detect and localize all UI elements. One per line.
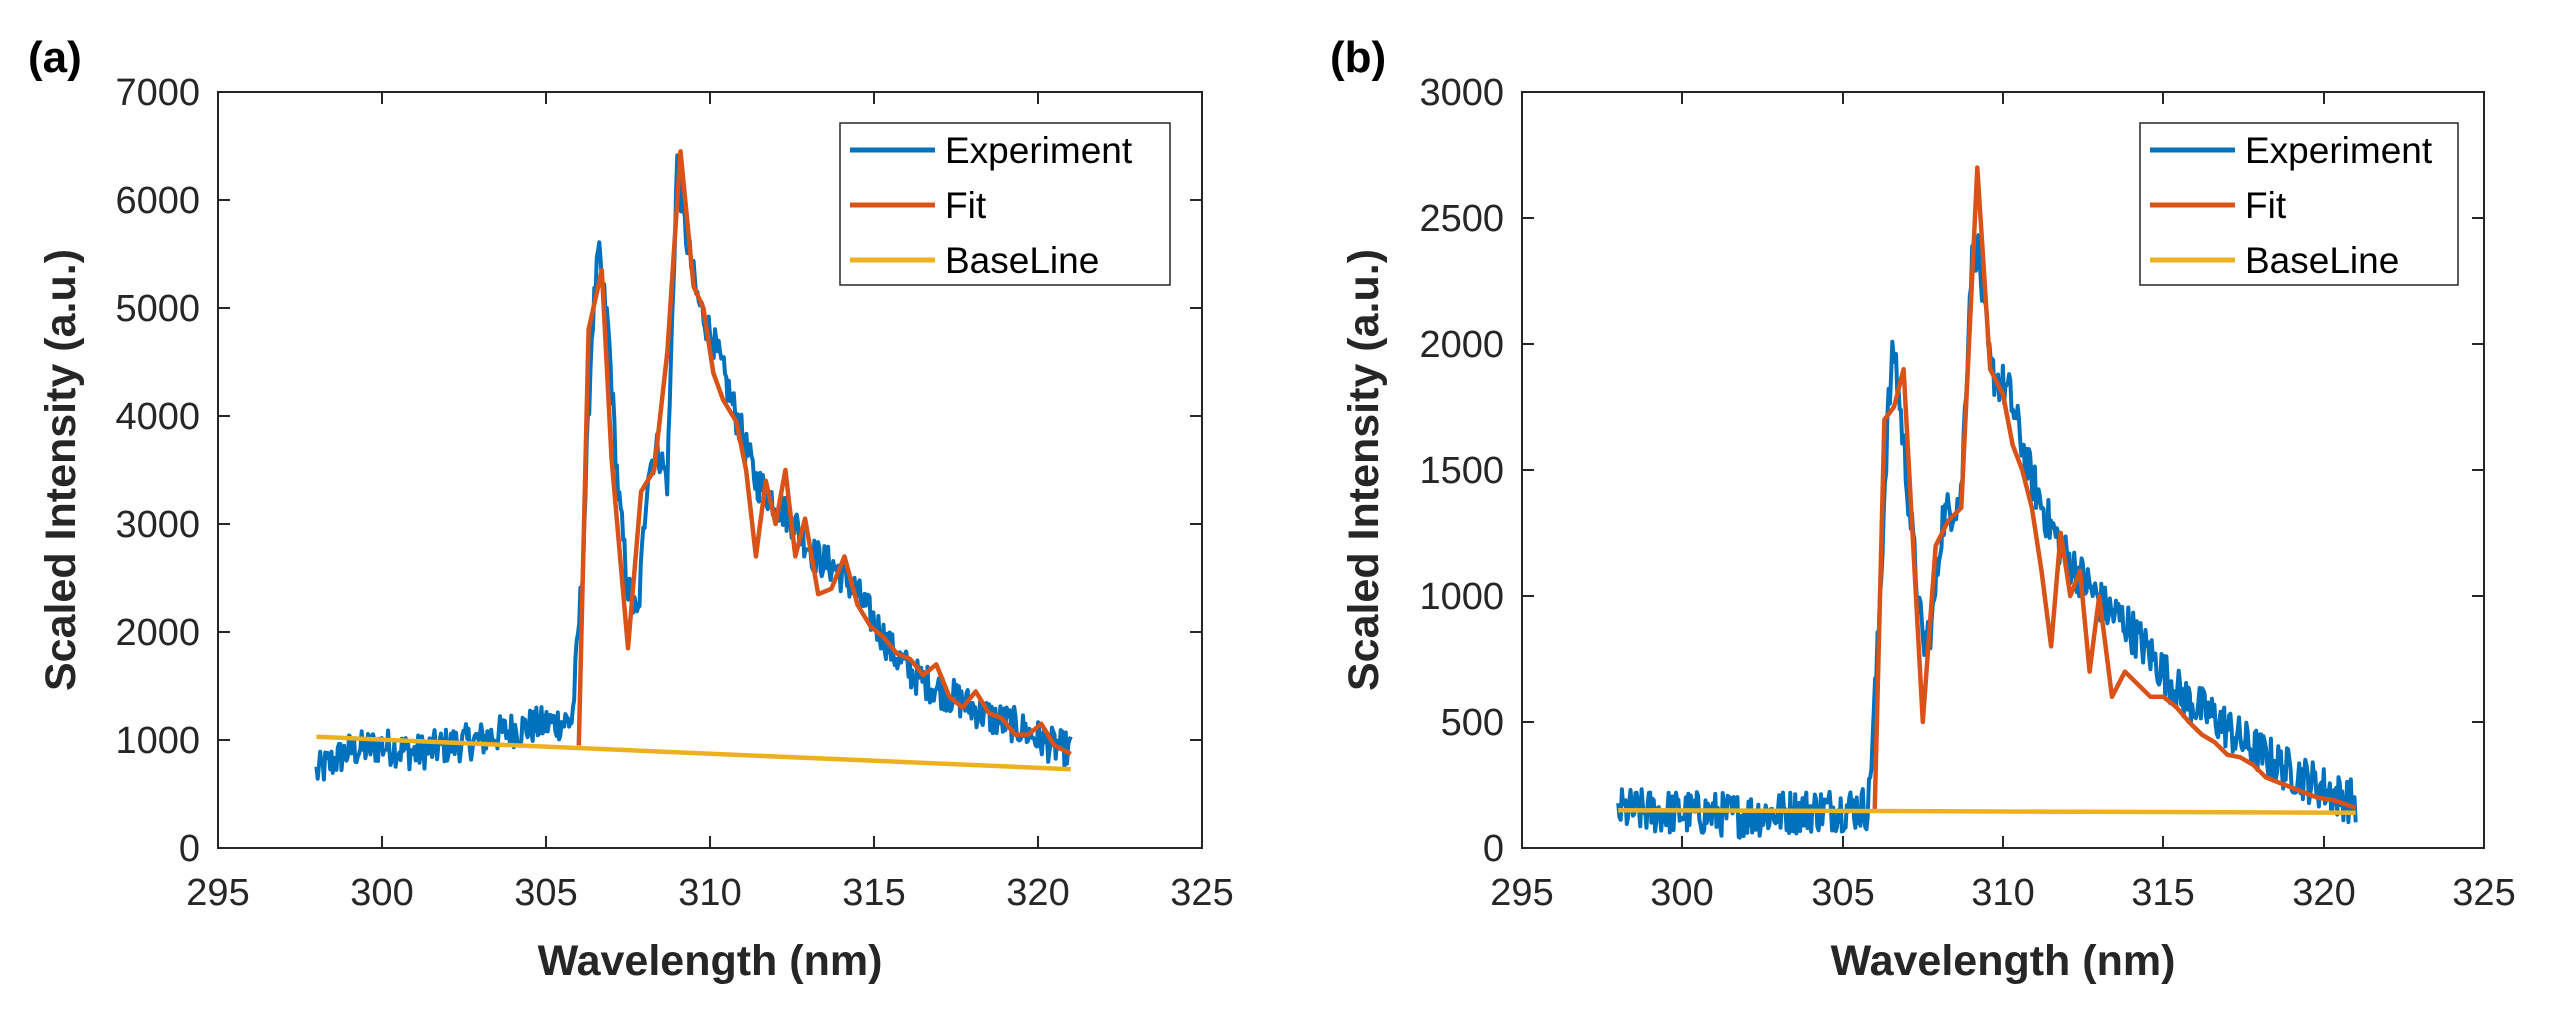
y-tick-label-b-3: 1500 <box>1419 450 1504 492</box>
y-tick-b-2: 1000 <box>1419 576 2484 618</box>
x-ticks-a: 295 300 305 310 315 320 325 <box>186 92 1234 914</box>
y-tick-label-a-7: 7000 <box>115 72 200 114</box>
legend-b: Experiment Fit BaseLine <box>2139 122 2459 286</box>
x-tick-a-2: 305 <box>514 92 578 914</box>
legend-label-b-baseline: BaseLine <box>2245 240 2399 281</box>
y-tick-label-b-1: 500 <box>1441 702 1504 744</box>
y-tick-b-4: 2000 <box>1419 324 2484 366</box>
x-tick-b-2: 305 <box>1811 92 1875 914</box>
x-tick-label-b-0: 295 <box>1490 872 1553 914</box>
x-tick-label-a-6: 325 <box>1170 872 1233 914</box>
x-tick-b-0: 295 <box>1490 92 1554 914</box>
x-tick-label-a-3: 310 <box>678 872 741 914</box>
x-ticks-b: 295 300 305 310 315 320 325 <box>1490 92 2516 914</box>
legend-label-a-baseline: BaseLine <box>945 240 1099 281</box>
y-tick-b-3: 1500 <box>1419 450 2484 492</box>
y-tick-a-4: 4000 <box>115 396 1202 438</box>
x-tick-a-4: 315 <box>842 92 906 914</box>
x-tick-b-4: 315 <box>2131 92 2195 914</box>
y-tick-label-a-3: 3000 <box>115 504 200 546</box>
x-tick-label-b-2: 305 <box>1811 872 1874 914</box>
y-tick-label-a-4: 4000 <box>115 396 200 438</box>
x-tick-b-1: 300 <box>1650 92 1714 914</box>
x-tick-label-b-4: 315 <box>2131 872 2194 914</box>
y-tick-label-a-1: 1000 <box>115 720 200 762</box>
y-tick-label-a-6: 6000 <box>115 180 200 222</box>
x-axis-title-b: Wavelength (nm) <box>1831 937 2176 985</box>
x-tick-a-5: 320 <box>1006 92 1070 914</box>
panel-label-a: (a) <box>28 33 82 82</box>
y-axis-title-a: Scaled Intensity (a.u.) <box>37 249 85 691</box>
series-a-fit <box>576 149 1072 756</box>
x-tick-b-5: 320 <box>2292 92 2356 914</box>
y-tick-a-7: 7000 <box>115 72 1202 114</box>
series-a-baseline <box>316 734 1071 772</box>
x-axis-title-a: Wavelength (nm) <box>538 937 883 985</box>
y-tick-label-b-5: 2500 <box>1419 198 1504 240</box>
y-tick-b-5: 2500 <box>1419 198 2484 240</box>
panel-b: (b) 0 500 1000 1500 2000 2500 3000 295 3… <box>1330 33 2516 985</box>
legend-label-b-fit: Fit <box>2245 185 2287 226</box>
legend-a: Experiment Fit BaseLine <box>839 122 1171 286</box>
y-tick-label-b-2: 1000 <box>1419 576 1504 618</box>
series-b-fit <box>1872 165 2357 811</box>
panel-label-b: (b) <box>1330 33 1386 82</box>
series-b-baseline <box>1618 807 2356 815</box>
y-tick-label-a-0: 0 <box>179 828 200 870</box>
y-tick-a-0: 0 <box>179 828 1202 870</box>
x-tick-b-6: 325 <box>2452 92 2516 914</box>
x-tick-label-a-2: 305 <box>514 872 577 914</box>
x-tick-label-b-1: 300 <box>1650 872 1713 914</box>
x-tick-label-a-4: 315 <box>842 872 905 914</box>
x-tick-a-3: 310 <box>678 92 742 914</box>
y-axis-title-b: Scaled Intensity (a.u.) <box>1340 249 1388 691</box>
plot-area-b <box>1616 165 2358 840</box>
y-ticks-a: 0 1000 2000 3000 4000 5000 6000 7000 <box>115 72 1202 870</box>
x-tick-a-6: 325 <box>1170 92 1234 914</box>
x-tick-a-1: 300 <box>350 92 414 914</box>
x-tick-label-b-6: 325 <box>2452 872 2515 914</box>
y-tick-label-b-4: 2000 <box>1419 324 1504 366</box>
y-tick-label-a-2: 2000 <box>115 612 200 654</box>
x-tick-b-3: 310 <box>1971 92 2035 914</box>
legend-label-a-experiment: Experiment <box>945 130 1133 171</box>
y-tick-b-1: 500 <box>1441 702 2484 744</box>
legend-label-b-experiment: Experiment <box>2245 130 2433 171</box>
x-tick-label-a-1: 300 <box>350 872 413 914</box>
x-tick-a-0: 295 <box>186 92 250 914</box>
y-tick-b-6: 3000 <box>1419 72 2484 114</box>
x-tick-label-a-5: 320 <box>1006 872 1069 914</box>
y-tick-label-b-0: 0 <box>1483 828 1504 870</box>
x-tick-label-b-5: 320 <box>2292 872 2355 914</box>
y-ticks-b: 0 500 1000 1500 2000 2500 3000 <box>1419 72 2484 870</box>
y-tick-a-5: 5000 <box>115 288 1202 330</box>
y-tick-label-a-5: 5000 <box>115 288 200 330</box>
panel-a: (a) 0 1000 2000 3000 4000 5000 6000 7000… <box>28 33 1234 985</box>
x-tick-label-b-3: 310 <box>1971 872 2034 914</box>
y-tick-label-b-6: 3000 <box>1419 72 1504 114</box>
plot-area-a <box>314 149 1073 782</box>
y-tick-a-3: 3000 <box>115 504 1202 546</box>
y-tick-a-6: 6000 <box>115 180 1202 222</box>
legend-label-a-fit: Fit <box>945 185 987 226</box>
x-tick-label-a-0: 295 <box>186 872 249 914</box>
y-tick-a-1: 1000 <box>115 720 1202 762</box>
y-tick-b-0: 0 <box>1483 828 2484 870</box>
y-tick-a-2: 2000 <box>115 612 1202 654</box>
